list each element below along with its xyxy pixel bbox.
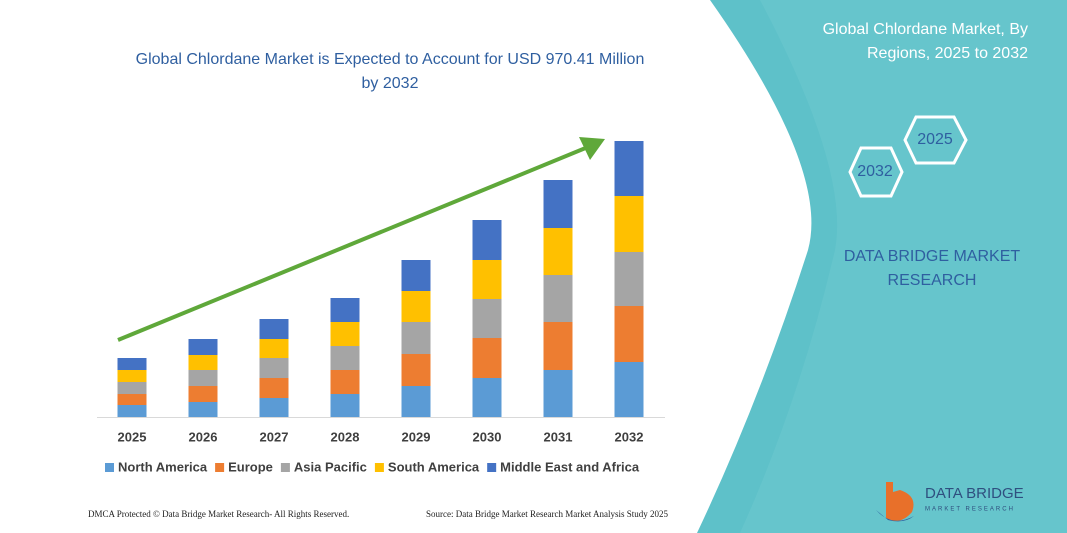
bar-segment: [614, 141, 644, 196]
hexagon: [903, 115, 968, 165]
legend-swatch: [374, 463, 384, 472]
chart-title: Global Chlordane Market is Expected to A…: [136, 51, 645, 92]
bar-segment: [117, 405, 147, 417]
hex-year: 2025: [917, 131, 953, 148]
bar-segment: [614, 196, 644, 252]
logo-name: DATA BRIDGE: [925, 485, 1024, 502]
legend-label: North America: [118, 459, 208, 474]
bar-segment: [330, 298, 360, 322]
bar-segment: [259, 378, 289, 398]
bar-segment: [330, 394, 360, 417]
side-panel-inner: [740, 0, 1067, 533]
footer-right: Source: Data Bridge Market Research Mark…: [426, 509, 668, 519]
panel-title: Global Chlordane Market, By Regions, 2025…: [823, 21, 1029, 62]
bar-segment: [614, 362, 644, 417]
bar-segment: [401, 386, 431, 417]
x-tick-label: 2030: [473, 429, 502, 444]
bar-segment: [472, 299, 502, 338]
bar-segment: [543, 180, 573, 228]
bar-segment: [117, 358, 147, 370]
bar-segment: [330, 370, 360, 394]
bar-segment: [117, 394, 147, 405]
bar-segment: [543, 275, 573, 322]
bar-segment: [401, 322, 431, 354]
legend-label: Middle East and Africa: [500, 459, 640, 474]
bar-segment: [188, 386, 218, 402]
bar-segment: [401, 260, 431, 291]
bar-segment: [117, 382, 147, 394]
bar-segment: [472, 338, 502, 378]
bar-segment: [188, 355, 218, 370]
bar-segment: [330, 346, 360, 370]
bar-segment: [259, 319, 289, 339]
x-tick-label: 2032: [615, 429, 644, 444]
bar-segment: [188, 402, 218, 417]
x-tick-label: 2029: [402, 429, 431, 444]
bar-segment: [543, 322, 573, 370]
bar-segment: [117, 370, 147, 382]
bar-segment: [472, 378, 502, 417]
legend-swatch: [105, 463, 114, 472]
bar-segment: [543, 228, 573, 275]
legend-swatch: [215, 463, 225, 472]
bar-segment: [543, 370, 573, 417]
bar-segment: [330, 322, 360, 346]
hex-year: 2032: [857, 163, 893, 180]
logo: DATA BRIDGE MARKET RESEARCH: [876, 482, 1024, 522]
legend-label: South America: [388, 459, 480, 474]
trend-arrowhead: [579, 137, 605, 160]
bar-segment: [472, 220, 502, 260]
bar-segment: [472, 260, 502, 299]
bar-segment: [259, 398, 289, 417]
legend-label: Asia Pacific: [294, 459, 367, 474]
panel-brand: DATA BRIDGE MARKET RESEARCH: [844, 248, 1021, 289]
bar-segment: [259, 339, 289, 358]
hexagon: [848, 146, 904, 198]
bar-segment: [614, 306, 644, 362]
legend-swatch: [487, 463, 497, 472]
bar-segment: [188, 339, 218, 355]
bar-segment: [614, 252, 644, 306]
logo-mark: [886, 482, 914, 521]
x-tick-label: 2031: [544, 429, 573, 444]
bar-segment: [401, 354, 431, 386]
logo-sub: MARKET RESEARCH: [925, 507, 1015, 513]
footer-left: DMCA Protected © Data Bridge Market Rese…: [88, 509, 349, 519]
bar-segment: [259, 358, 289, 378]
legend-label: Europe: [228, 459, 273, 474]
x-tick-label: 2028: [331, 429, 360, 444]
x-tick-label: 2026: [189, 429, 218, 444]
bar-segment: [401, 291, 431, 322]
trend-arrow: [117, 145, 589, 342]
x-tick-label: 2027: [260, 429, 289, 444]
bar-segment: [188, 370, 218, 386]
x-tick-label: 2025: [118, 429, 147, 444]
legend-swatch: [280, 463, 290, 472]
